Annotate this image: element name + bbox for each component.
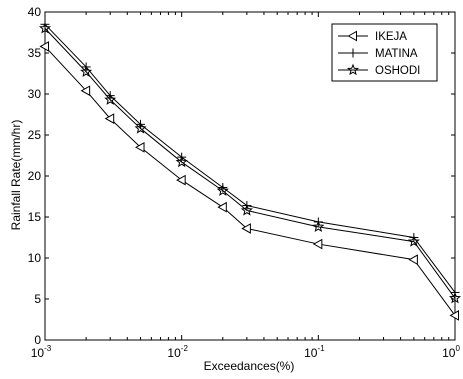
data-point-oshodi [175,155,188,168]
y-tick-label: 5 [34,292,41,306]
data-point-oshodi [80,65,93,77]
y-tick-label: 25 [28,128,42,142]
series-layer [38,19,462,321]
tick-layer: 0 5 10 15 20 25 30 35 40 10-3 10-2 10-1 100 [28,5,461,360]
y-tick-label: 10 [28,251,42,265]
y-tick-label: 0 [34,333,41,347]
data-point-oshodi [216,184,229,196]
series-line-ikeja [44,46,456,316]
data-point-oshodi [240,204,253,216]
y-tick-label: 35 [28,46,42,60]
legend: IKEJA MATINA OSHODI [331,23,438,82]
y-tick-label: 30 [28,87,42,101]
data-point-ikeja [217,201,227,213]
data-point-oshodi [38,22,52,34]
x-axis-label: Exceedances(%) [204,359,295,373]
data-point-ikeja [449,310,459,321]
legend-label-oshodi: OSHODI [375,65,420,77]
x-tick-label: 100 [442,344,460,360]
data-point-ikeja [176,174,186,186]
x-tick-label: 10-1 [304,344,325,360]
legend-label-ikeja: IKEJA [375,31,407,43]
x-tick-label: 10-2 [167,344,188,360]
data-point-ikeja [135,141,145,153]
legend-marker-oshodi [346,63,360,76]
data-point-ikeja [241,223,251,234]
data-point-ikeja [80,85,91,97]
data-point-oshodi [312,220,325,232]
data-point-ikeja [104,113,115,124]
data-point-ikeja [408,254,418,265]
data-point-oshodi [448,291,462,304]
x-tick-label: 10-3 [31,344,52,360]
y-tick-label: 40 [28,5,42,19]
y-axis-label: Rainfall Rate(mm/hr) [9,120,23,231]
legend-label-matina: MATINA [375,48,418,60]
series-line-oshodi [44,28,456,299]
data-point-ikeja [39,41,49,52]
data-point-ikeja [312,238,323,250]
y-tick-label: 20 [28,169,42,183]
data-point-oshodi [134,122,147,134]
legend-marker-ikeja [347,30,357,42]
data-point-oshodi [407,235,420,247]
legend-marker-matina [348,48,358,58]
series-line-matina [44,23,456,293]
y-tick-label: 15 [28,210,42,224]
data-point-oshodi [104,93,117,105]
